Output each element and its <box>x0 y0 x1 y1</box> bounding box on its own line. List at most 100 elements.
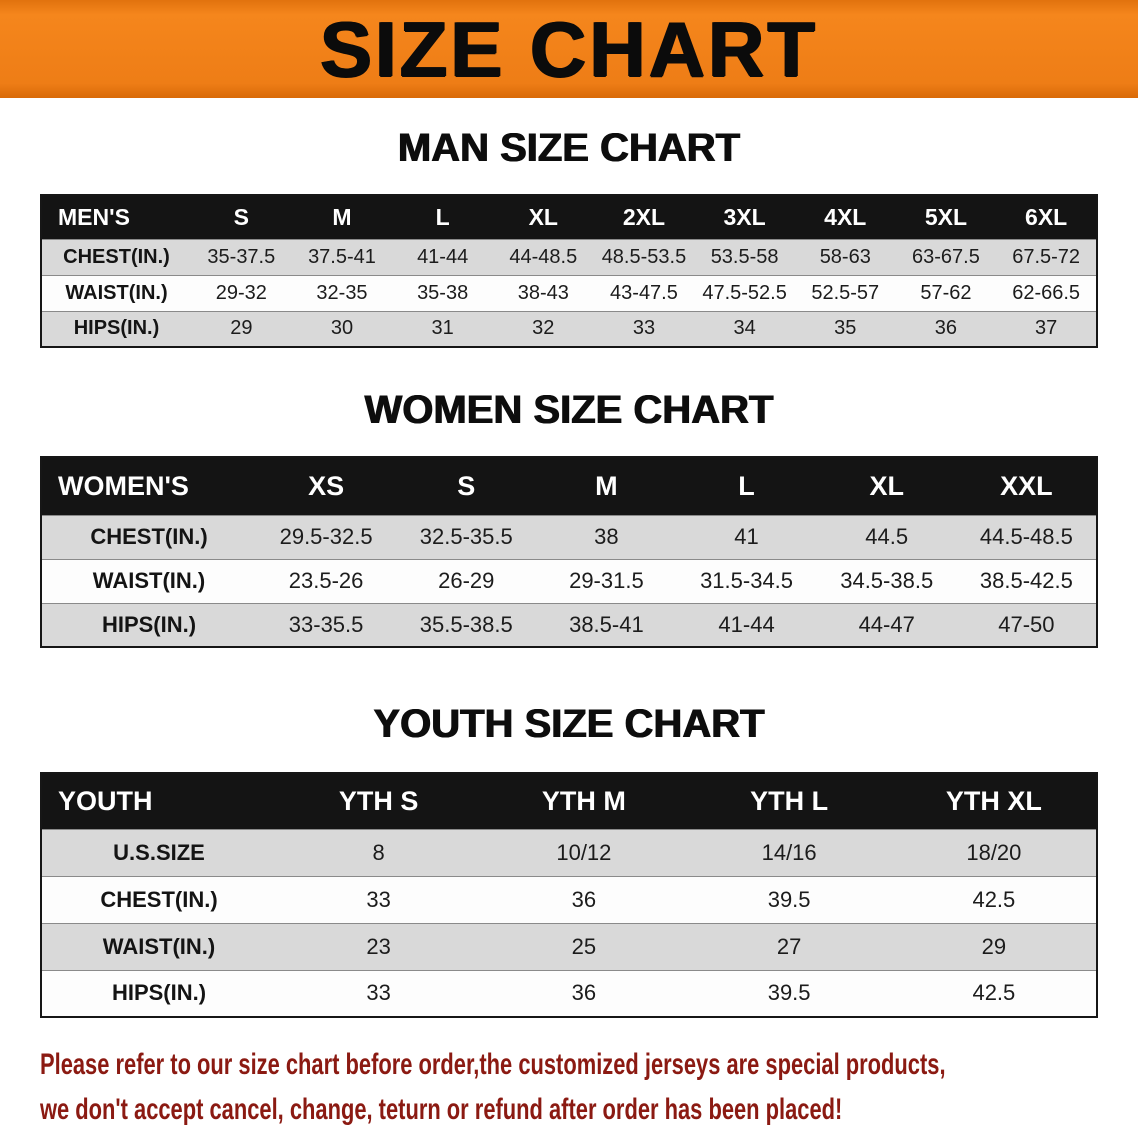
size-column-header: XXL <box>1000 470 1053 501</box>
size-column-header: YTH XL <box>945 785 1042 816</box>
size-value-cell: 29.5-32.5 <box>279 524 373 549</box>
size-charts: MAN SIZE CHART MEN'S S M L XL 2XL 3XL 4XL 5XL 6XL… <box>0 124 1138 1018</box>
row-label: WAIST(IN.) <box>102 933 216 959</box>
size-value-cell: 37.5-41 <box>308 245 376 268</box>
size-column-header: S <box>233 203 249 230</box>
size-value-cell: 31.5-34.5 <box>700 568 794 593</box>
size-value-cell: 14/16 <box>761 839 817 865</box>
size-column-header: XL <box>528 203 558 230</box>
size-value-cell: 47.5-52.5 <box>702 281 787 304</box>
size-column-header: YTH L <box>750 785 829 816</box>
size-column-header: M <box>595 470 618 501</box>
size-value-cell: 44.5-48.5 <box>979 524 1073 549</box>
women-chart-heading: WOMEN SIZE CHART <box>364 388 774 432</box>
size-column-header: 6XL <box>1025 203 1068 230</box>
table-row: HIPS(IN.) 29 30 31 32 33 34 35 36 37 <box>41 311 1097 347</box>
table-corner-label: YOUTH <box>58 785 153 816</box>
table-corner-label: MEN'S <box>58 203 130 230</box>
row-label: WAIST(IN.) <box>92 568 206 593</box>
size-column-header: XL <box>869 470 904 501</box>
men-size-chart-section: MAN SIZE CHART MEN'S S M L XL 2XL 3XL 4XL 5XL 6XL… <box>0 124 1138 348</box>
size-value-cell: 47-50 <box>998 611 1055 637</box>
men-size-table: MEN'S S M L XL 2XL 3XL 4XL 5XL 6XL CHEST(IN.) 35-37… <box>40 194 1098 348</box>
size-value-cell: 23.5-26 <box>288 568 364 593</box>
banner: SIZE CHART <box>0 0 1138 98</box>
size-value-cell: 57-62 <box>920 281 972 304</box>
table-row: CHEST(IN.) 33 36 39.5 42.5 <box>41 876 1097 923</box>
size-value-cell: 67.5-72 <box>1012 245 1081 268</box>
size-column-header: 3XL <box>723 203 766 230</box>
youth-chart-heading: YOUTH SIZE CHART <box>373 702 765 746</box>
size-value-cell: 41 <box>734 524 759 549</box>
size-value-cell: 63-67.5 <box>912 245 980 268</box>
table-header-row: MEN'S S M L XL 2XL 3XL 4XL 5XL 6XL <box>41 195 1097 239</box>
disclaimer: Please refer to our size chart before or… <box>0 1042 1138 1132</box>
page-title: SIZE CHART <box>320 5 818 93</box>
men-chart-heading: MAN SIZE CHART <box>397 126 741 170</box>
row-label: CHEST(IN.) <box>63 245 170 268</box>
table-header-row: YOUTH YTH S YTH M YTH L YTH XL <box>41 773 1097 829</box>
size-column-header: M <box>332 203 352 230</box>
size-value-cell: 42.5 <box>972 980 1016 1006</box>
size-value-cell: 29 <box>981 933 1007 959</box>
size-value-cell: 39.5 <box>767 886 811 912</box>
size-value-cell: 35-37.5 <box>207 245 276 268</box>
size-column-header: L <box>738 470 755 501</box>
row-label: CHEST(IN.) <box>90 524 208 549</box>
size-value-cell: 33 <box>366 886 391 912</box>
row-label: HIPS(IN.) <box>101 611 197 637</box>
size-value-cell: 32-35 <box>316 281 368 304</box>
size-value-cell: 33 <box>632 317 656 340</box>
size-column-header: 5XL <box>924 203 968 230</box>
row-label: CHEST(IN.) <box>100 886 218 912</box>
size-value-cell: 62-66.5 <box>1012 281 1081 304</box>
size-value-cell: 25 <box>571 933 597 959</box>
size-value-cell: 30 <box>330 317 354 340</box>
table-row: HIPS(IN.) 33-35.5 35.5-38.5 38.5-41 41-44 44-… <box>41 603 1097 647</box>
table-header-row: WOMEN'S XS S M L XL XXL <box>41 457 1097 515</box>
size-value-cell: 26-29 <box>438 568 495 593</box>
size-value-cell: 23 <box>366 933 391 959</box>
size-column-header: 2XL <box>622 203 666 230</box>
size-value-cell: 48.5-53.5 <box>601 245 687 268</box>
size-value-cell: 58-63 <box>819 245 871 268</box>
size-value-cell: 29-31.5 <box>569 568 644 593</box>
size-value-cell: 32.5-35.5 <box>419 524 513 549</box>
size-value-cell: 52.5-57 <box>811 281 880 304</box>
size-value-cell: 38.5-41 <box>569 611 644 637</box>
size-value-cell: 8 <box>372 839 385 865</box>
size-value-cell: 35.5-38.5 <box>419 611 513 637</box>
disclaimer-line-2: we don't accept cancel, change, teturn o… <box>40 1093 843 1126</box>
size-value-cell: 36 <box>571 980 597 1006</box>
size-value-cell: 31 <box>431 317 454 340</box>
size-value-cell: 32 <box>532 317 555 340</box>
size-value-cell: 44.5 <box>865 524 909 549</box>
size-value-cell: 36 <box>571 886 597 912</box>
size-value-cell: 35 <box>834 317 857 340</box>
size-column-header: YTH S <box>338 785 419 816</box>
size-value-cell: 37 <box>1035 317 1058 340</box>
size-value-cell: 27 <box>776 933 802 959</box>
table-row: WAIST(IN.) 23 25 27 29 <box>41 923 1097 970</box>
size-value-cell: 41-44 <box>417 245 469 268</box>
women-size-table: WOMEN'S XS S M L XL XXL CHEST(IN.) 29.5-32.5 32.5… <box>40 456 1098 648</box>
size-value-cell: 43-47.5 <box>610 281 678 304</box>
size-value-cell: 29 <box>230 317 253 340</box>
size-value-cell: 44-48.5 <box>509 245 578 268</box>
size-value-cell: 39.5 <box>767 980 811 1006</box>
size-value-cell: 41-44 <box>718 611 775 637</box>
size-value-cell: 38 <box>594 524 619 549</box>
size-value-cell: 34.5-38.5 <box>840 568 934 593</box>
table-row: CHEST(IN.) 35-37.5 37.5-41 41-44 44-48.5 48.5… <box>41 239 1097 275</box>
row-label: HIPS(IN.) <box>73 317 160 340</box>
row-label: WAIST(IN.) <box>65 281 168 304</box>
size-column-header: YTH M <box>541 785 626 816</box>
table-row: HIPS(IN.) 33 36 39.5 42.5 <box>41 970 1097 1017</box>
youth-size-chart-section: YOUTH SIZE CHART YOUTH YTH S YTH M YTH L YTH… <box>0 700 1138 1018</box>
size-value-cell: 33 <box>366 980 391 1006</box>
size-column-header: XS <box>308 470 345 501</box>
size-value-cell: 44-47 <box>858 611 915 637</box>
size-value-cell: 53.5-58 <box>710 245 779 268</box>
size-value-cell: 36 <box>934 317 958 340</box>
